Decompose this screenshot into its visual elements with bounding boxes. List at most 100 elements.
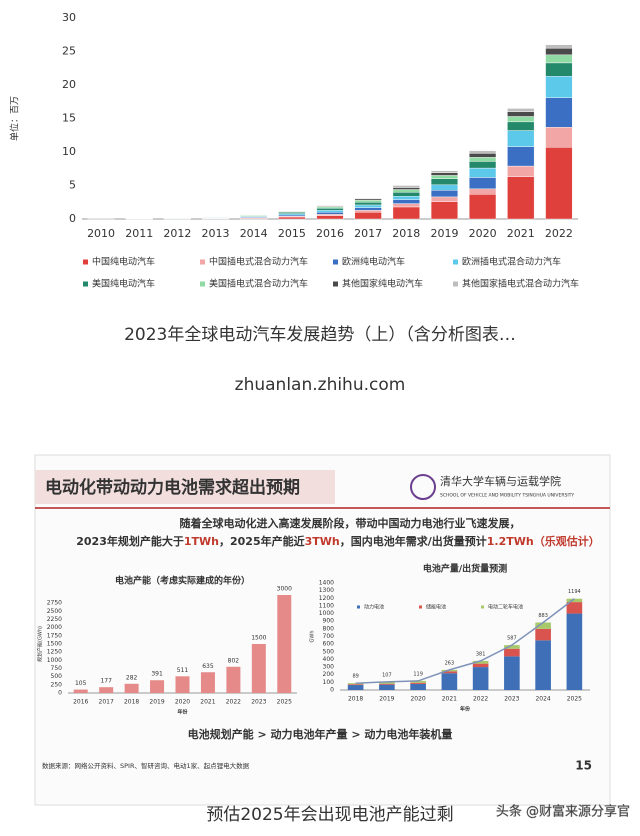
legend-swatch: [453, 259, 458, 265]
slide-title: 电动化带动动力电池需求超出预期: [45, 477, 300, 498]
x-tick-label: 2016: [73, 699, 88, 706]
x-tick-label: 2010: [87, 227, 115, 240]
bar-segment: [347, 684, 364, 686]
x-tick-label: 2019: [379, 696, 394, 703]
bar-segment: [354, 207, 382, 211]
watermark: 头条 @财富来源分享官: [496, 804, 630, 820]
value-label: 107: [382, 672, 392, 678]
y-tick-label: 1750: [47, 632, 62, 639]
bar-segment: [316, 208, 344, 211]
bar-segment: [545, 147, 573, 220]
bar-segment: [507, 176, 535, 220]
caption: 预估2025年会出现电池产能过剩: [206, 805, 453, 825]
bar-segment: [472, 663, 489, 668]
y-tick-label: 0: [69, 212, 76, 225]
intro: 随着全球电动化进入高速发展阶段，带动中国动力电池行业飞速发展，: [180, 516, 521, 530]
y-tick-label: 600: [323, 641, 335, 648]
page-number: 15: [575, 759, 592, 773]
bar-segment: [392, 189, 420, 193]
y-tick-label: 0: [330, 687, 334, 694]
legend-label: 储能电池: [426, 604, 446, 611]
total-line: [355, 598, 575, 684]
bar-segment: [441, 671, 458, 674]
bar-segment: [507, 121, 535, 131]
x-tick-label: 2020: [410, 696, 425, 703]
bar-segment: [507, 108, 535, 112]
bar-segment: [392, 206, 420, 220]
bar-segment: [410, 682, 426, 684]
bar-segment: [535, 628, 551, 641]
bar: [150, 680, 165, 693]
bar-segment: [469, 188, 497, 195]
y-tick-label: 900: [323, 618, 335, 625]
legend-label: 中国纯电动汽车: [92, 256, 155, 268]
legend-swatch: [200, 259, 205, 265]
legend-swatch: [357, 605, 360, 609]
x-tick-label: 2019: [430, 227, 458, 240]
bar-segment: [504, 656, 520, 690]
y-tick-label: 1100: [319, 602, 334, 609]
flow: 电池规划产能 > 动力电池年产量 > 动力电池年装机量: [188, 727, 453, 741]
bar-segment: [472, 660, 489, 664]
y-tick-label: 400: [323, 656, 335, 663]
x-tick-label: 2022: [226, 699, 241, 706]
bar-segment: [316, 206, 344, 209]
bar: [200, 672, 215, 693]
slide-title-bg: [35, 470, 335, 504]
bar-segment: [566, 613, 583, 690]
x-tick-label: 2013: [202, 227, 230, 240]
bar-segment: [392, 199, 420, 204]
bar-segment: [316, 215, 344, 220]
bar-segment: [469, 153, 497, 158]
highlight: 3TWh: [305, 535, 340, 548]
bar-segment: [430, 184, 459, 191]
bar-segment: [278, 212, 306, 214]
bar-segment: [566, 602, 583, 614]
y-tick-label: 1000: [319, 610, 334, 617]
bar-segment: [392, 191, 420, 197]
bar-segment: [392, 196, 420, 200]
bar-segment: [354, 204, 382, 208]
bar-segment: [507, 111, 535, 117]
y-tick-label: 2750: [47, 600, 62, 607]
legend-label: 动力电池: [364, 604, 384, 611]
y-tick-label: 5: [69, 179, 76, 192]
bar-segment: [354, 202, 382, 206]
x-tick-label: 2018: [392, 227, 420, 240]
value-label: 177: [100, 678, 112, 685]
value-label: 3000: [277, 586, 292, 593]
text: ，国内电池年需求/出货量预计: [340, 534, 487, 548]
y-tick-label: 1250: [47, 649, 62, 656]
x-tick-label: 2022: [473, 696, 488, 703]
x-tick-label: 2025: [277, 699, 292, 706]
bar-segment: [504, 645, 520, 649]
x-tick-label: 2025: [567, 696, 582, 703]
y-tick-label: 200: [323, 671, 335, 678]
bar: [226, 666, 241, 693]
bar: [277, 595, 292, 693]
bar-segment: [545, 76, 573, 98]
x-tick-label: 2016: [316, 227, 344, 240]
x-tick-label: 2024: [535, 696, 550, 703]
bar-segment: [379, 684, 395, 690]
legend-swatch: [83, 259, 88, 265]
text: 2023年规划产能大于: [76, 534, 184, 548]
bar-segment: [545, 127, 573, 148]
legend-swatch: [333, 259, 338, 265]
logo-en: SCHOOL OF VEHICLE AND MOBILITY TSINGHUA …: [440, 493, 574, 499]
highlight: 1.2TWh（乐观估计）: [487, 534, 600, 548]
y-tick-label: 500: [51, 673, 63, 680]
legend-label: 其他国家插电式混合动力汽车: [462, 278, 579, 290]
y-tick-label: 1200: [319, 595, 334, 602]
x-tick-label: 2012: [163, 227, 191, 240]
bar-segment: [469, 167, 497, 178]
bar-segment: [430, 170, 459, 173]
y-tick-label: 1300: [319, 587, 334, 594]
bar-segment: [469, 157, 497, 162]
bar: [99, 687, 114, 693]
y-tick-label: 30: [62, 11, 76, 24]
bar-segment: [430, 201, 459, 220]
legend-label: 电动二轮车电池: [488, 604, 523, 611]
y-tick-label: 1500: [47, 641, 62, 648]
legend-swatch: [453, 281, 458, 287]
